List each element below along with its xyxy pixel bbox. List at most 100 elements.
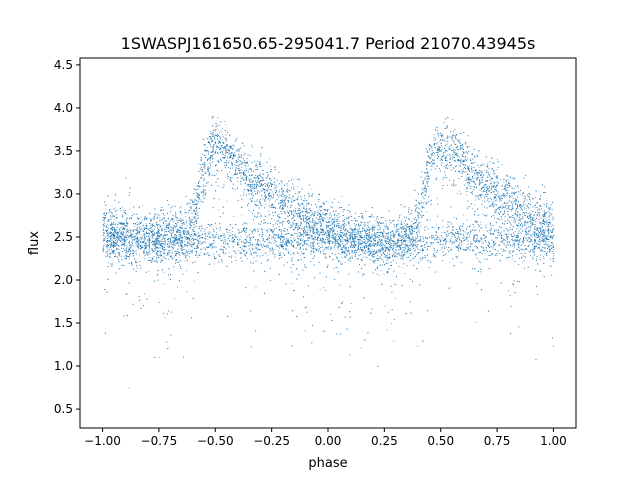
data-point xyxy=(224,239,226,241)
data-point xyxy=(527,212,529,214)
data-point xyxy=(420,205,422,207)
data-point xyxy=(291,283,293,284)
data-point xyxy=(281,189,283,191)
data-point xyxy=(170,250,172,251)
data-point xyxy=(267,189,269,191)
data-point xyxy=(311,243,313,245)
data-point xyxy=(419,238,421,240)
data-point xyxy=(190,249,192,251)
data-point xyxy=(142,225,144,227)
data-point xyxy=(165,242,166,244)
data-point xyxy=(415,207,417,209)
data-point xyxy=(216,138,218,140)
data-point xyxy=(134,251,136,252)
data-point xyxy=(408,213,410,215)
data-point xyxy=(543,236,545,238)
data-point xyxy=(273,188,275,190)
data-point xyxy=(236,137,238,139)
data-point xyxy=(107,224,108,226)
data-point xyxy=(523,200,525,202)
data-point xyxy=(332,219,334,221)
data-point xyxy=(333,247,335,249)
data-point xyxy=(278,190,280,192)
data-point xyxy=(293,178,295,180)
data-point xyxy=(504,184,506,186)
data-point xyxy=(522,240,524,241)
data-point xyxy=(500,236,502,238)
data-point xyxy=(327,242,329,244)
data-point xyxy=(360,347,362,349)
data-point xyxy=(534,224,536,226)
data-point xyxy=(267,254,269,256)
data-point xyxy=(345,239,347,241)
data-point xyxy=(344,221,346,223)
data-point xyxy=(526,208,527,210)
data-point xyxy=(541,215,543,217)
data-point xyxy=(216,145,218,147)
data-point xyxy=(220,246,222,247)
data-point xyxy=(270,185,272,187)
data-point xyxy=(188,210,190,212)
data-point xyxy=(231,146,233,148)
data-point xyxy=(519,218,521,220)
data-point xyxy=(519,194,521,196)
data-point xyxy=(506,237,507,239)
data-point xyxy=(130,246,132,247)
data-point xyxy=(188,239,190,241)
data-point xyxy=(216,231,218,233)
data-point xyxy=(219,125,221,127)
data-point xyxy=(154,240,156,242)
data-point xyxy=(255,251,256,253)
data-point xyxy=(473,236,474,238)
data-point xyxy=(243,246,245,247)
data-point xyxy=(112,228,114,230)
data-point xyxy=(218,209,220,211)
data-point xyxy=(400,224,402,225)
data-point xyxy=(311,242,313,243)
data-point xyxy=(496,169,498,171)
data-point xyxy=(395,246,397,248)
data-point xyxy=(255,246,257,248)
data-point xyxy=(491,181,493,183)
data-point xyxy=(218,171,220,173)
data-point xyxy=(341,228,343,230)
data-point xyxy=(367,249,369,251)
data-point xyxy=(488,168,490,169)
data-point xyxy=(324,214,326,215)
data-point xyxy=(466,194,468,196)
data-point xyxy=(419,214,421,216)
data-point xyxy=(512,188,513,189)
data-point xyxy=(309,233,311,235)
data-point xyxy=(474,177,476,179)
data-point xyxy=(311,248,313,250)
data-point xyxy=(191,244,192,246)
data-point xyxy=(125,240,127,242)
data-point xyxy=(106,229,108,231)
data-point xyxy=(514,217,516,219)
data-point xyxy=(367,222,369,224)
data-point xyxy=(197,234,199,236)
data-point xyxy=(466,151,467,153)
data-point xyxy=(245,243,247,245)
data-point xyxy=(146,226,148,228)
data-point xyxy=(139,254,140,256)
data-point xyxy=(104,212,106,214)
data-point xyxy=(456,241,458,242)
data-point xyxy=(283,200,285,202)
data-point xyxy=(372,259,374,261)
data-point xyxy=(182,246,184,248)
data-point xyxy=(412,254,414,255)
data-point xyxy=(130,232,132,234)
data-point xyxy=(196,233,198,235)
data-point xyxy=(145,218,147,220)
data-point xyxy=(257,199,258,201)
data-point xyxy=(507,190,509,192)
data-point xyxy=(395,255,397,257)
data-point xyxy=(160,261,161,263)
data-point xyxy=(189,219,191,221)
data-point xyxy=(152,243,154,245)
data-point xyxy=(224,121,226,123)
data-point xyxy=(537,264,539,265)
data-point xyxy=(417,236,419,238)
data-point xyxy=(381,238,383,240)
